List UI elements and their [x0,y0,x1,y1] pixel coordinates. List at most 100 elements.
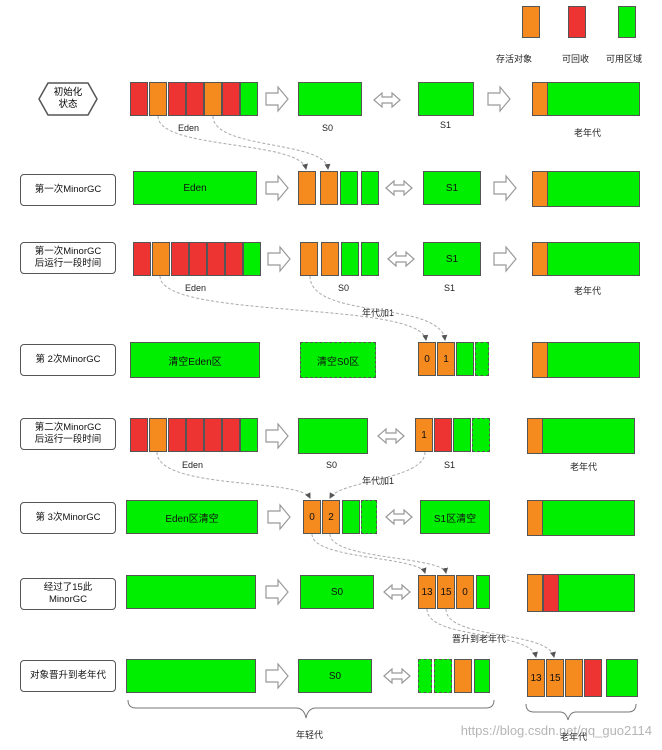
s0-region [298,418,368,454]
s1-block [475,342,489,376]
eden-region [126,575,256,609]
eden-region: Eden [133,171,257,205]
s0-block: 2 [322,500,340,534]
double-arrow-icon [387,250,415,268]
s1-block: 13 [418,575,436,609]
s1-label: S1 [444,460,456,470]
s1-region: S1 [423,171,481,205]
connector-line [311,533,427,574]
s0-label: S0 [328,670,342,682]
right-arrow-icon [265,174,289,202]
step-gc2: 第 2次MinorGC [20,344,116,376]
s0-label: S0 [330,586,344,598]
age-value: 13 [530,672,542,684]
s1-block [476,575,490,609]
s1-block [456,342,474,376]
s0-block [300,242,318,276]
s1-block: 15 [437,575,455,609]
eden-label: Eden [182,460,204,470]
eden-block [168,82,186,116]
old-recyclable-block [543,574,559,612]
s0-block: 0 [303,500,321,534]
age-value: 2 [328,511,334,523]
right-arrow-icon [265,85,289,113]
old-label: 老年代 [574,286,602,296]
eden-block [186,418,204,452]
legend-survive-swatch [522,6,540,38]
s1-block: 0 [418,342,436,376]
s0-block [342,500,360,534]
double-arrow-icon [377,427,405,445]
eden-block [152,242,170,276]
double-arrow-icon [383,583,411,601]
age-value: 13 [421,586,433,598]
young-gen-brace [127,699,495,719]
eden-label: Eden [185,283,207,293]
right-arrow-icon [265,578,289,606]
s1-block [453,418,471,452]
eden-block [133,242,151,276]
s0-region: 清空S0区 [300,342,376,378]
braces [127,699,637,721]
s1-label: S1 [445,182,459,194]
eden-block [222,418,240,452]
old-survivor-block [532,171,548,207]
connector-line [329,451,426,499]
old-block [565,659,583,697]
eden-block [204,82,222,116]
s0-block [321,242,339,276]
old-survivor-block [527,418,543,454]
old-survivor-block [532,342,548,378]
s0-block [361,500,377,534]
old-block [606,659,638,697]
eden-block [204,418,222,452]
right-arrow-icon [267,245,291,273]
old-block: 15 [546,659,564,697]
step-promote: 对象晋升到老年代 [20,660,116,692]
age-value: 15 [440,586,452,598]
legend-survive-label: 存活对象 [496,54,533,64]
eden-block [130,418,148,452]
eden-block [186,82,204,116]
step-init-label: 初始化 状态 [53,87,83,110]
s0-label: S0 [338,283,350,293]
hexagon-shape [38,82,98,116]
age-plus-1-label: 年代加1 [362,476,395,486]
age-value: 0 [424,353,430,365]
eden-label: Eden [178,123,200,133]
eden-block [240,82,258,116]
s1-block [454,659,472,693]
right-arrow-icon [265,662,289,690]
age-plus-1-label: 年代加1 [362,308,395,318]
s1-region [418,82,474,116]
old-label: 老年代 [574,128,602,138]
age-value: 0 [309,511,315,523]
old-block [584,659,602,697]
age-value: 15 [549,672,561,684]
s1-label: S1 [440,120,452,130]
eden-cleared-label: Eden区清空 [165,513,219,525]
s1-block: 0 [456,575,474,609]
old-region [532,82,640,116]
eden-block [149,418,167,452]
eden-block [189,242,207,276]
old-region [532,242,640,276]
s1-block: 1 [415,418,433,452]
eden-block [240,418,258,452]
connector-line [157,115,308,170]
s0-label: S0 [322,123,334,133]
eden-block [130,82,148,116]
flow-arrows [265,85,517,690]
connector-line [212,115,331,170]
double-arrow-icon [385,179,413,197]
step-gc15: 经过了15此 MinorGC [20,578,116,610]
right-arrow-icon [487,85,511,113]
young-gen-label: 年轻代 [296,730,324,740]
eden-block [149,82,167,116]
step-gc1: 第一次MinorGC [20,174,116,206]
eden-label: Eden [183,182,207,194]
eden-block [168,418,186,452]
eden-region: 清空Eden区 [130,342,260,378]
s0-region [298,82,362,116]
right-arrow-icon [267,503,291,531]
